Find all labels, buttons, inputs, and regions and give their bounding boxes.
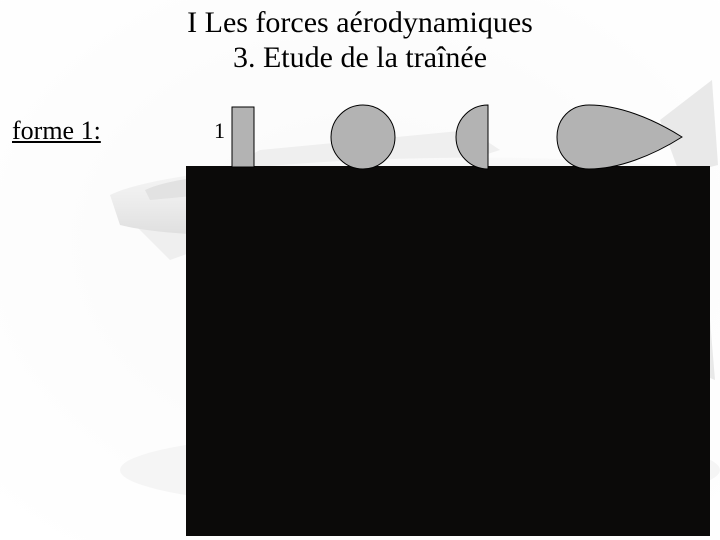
shape-half-dome: [450, 104, 490, 170]
title-line-2: 3. Etude de la traînée: [0, 41, 720, 76]
shape-circle: [330, 104, 396, 170]
shape-flat-plate: [231, 106, 255, 168]
black-panel: [186, 166, 710, 536]
title-line-1: I Les forces aérodynamiques: [0, 6, 720, 41]
shape-teardrop: [556, 104, 684, 170]
shapes-row: 1: [0, 104, 720, 176]
slide-title: I Les forces aérodynamiques 3. Etude de …: [0, 6, 720, 75]
shape-number-1: 1: [214, 118, 225, 144]
